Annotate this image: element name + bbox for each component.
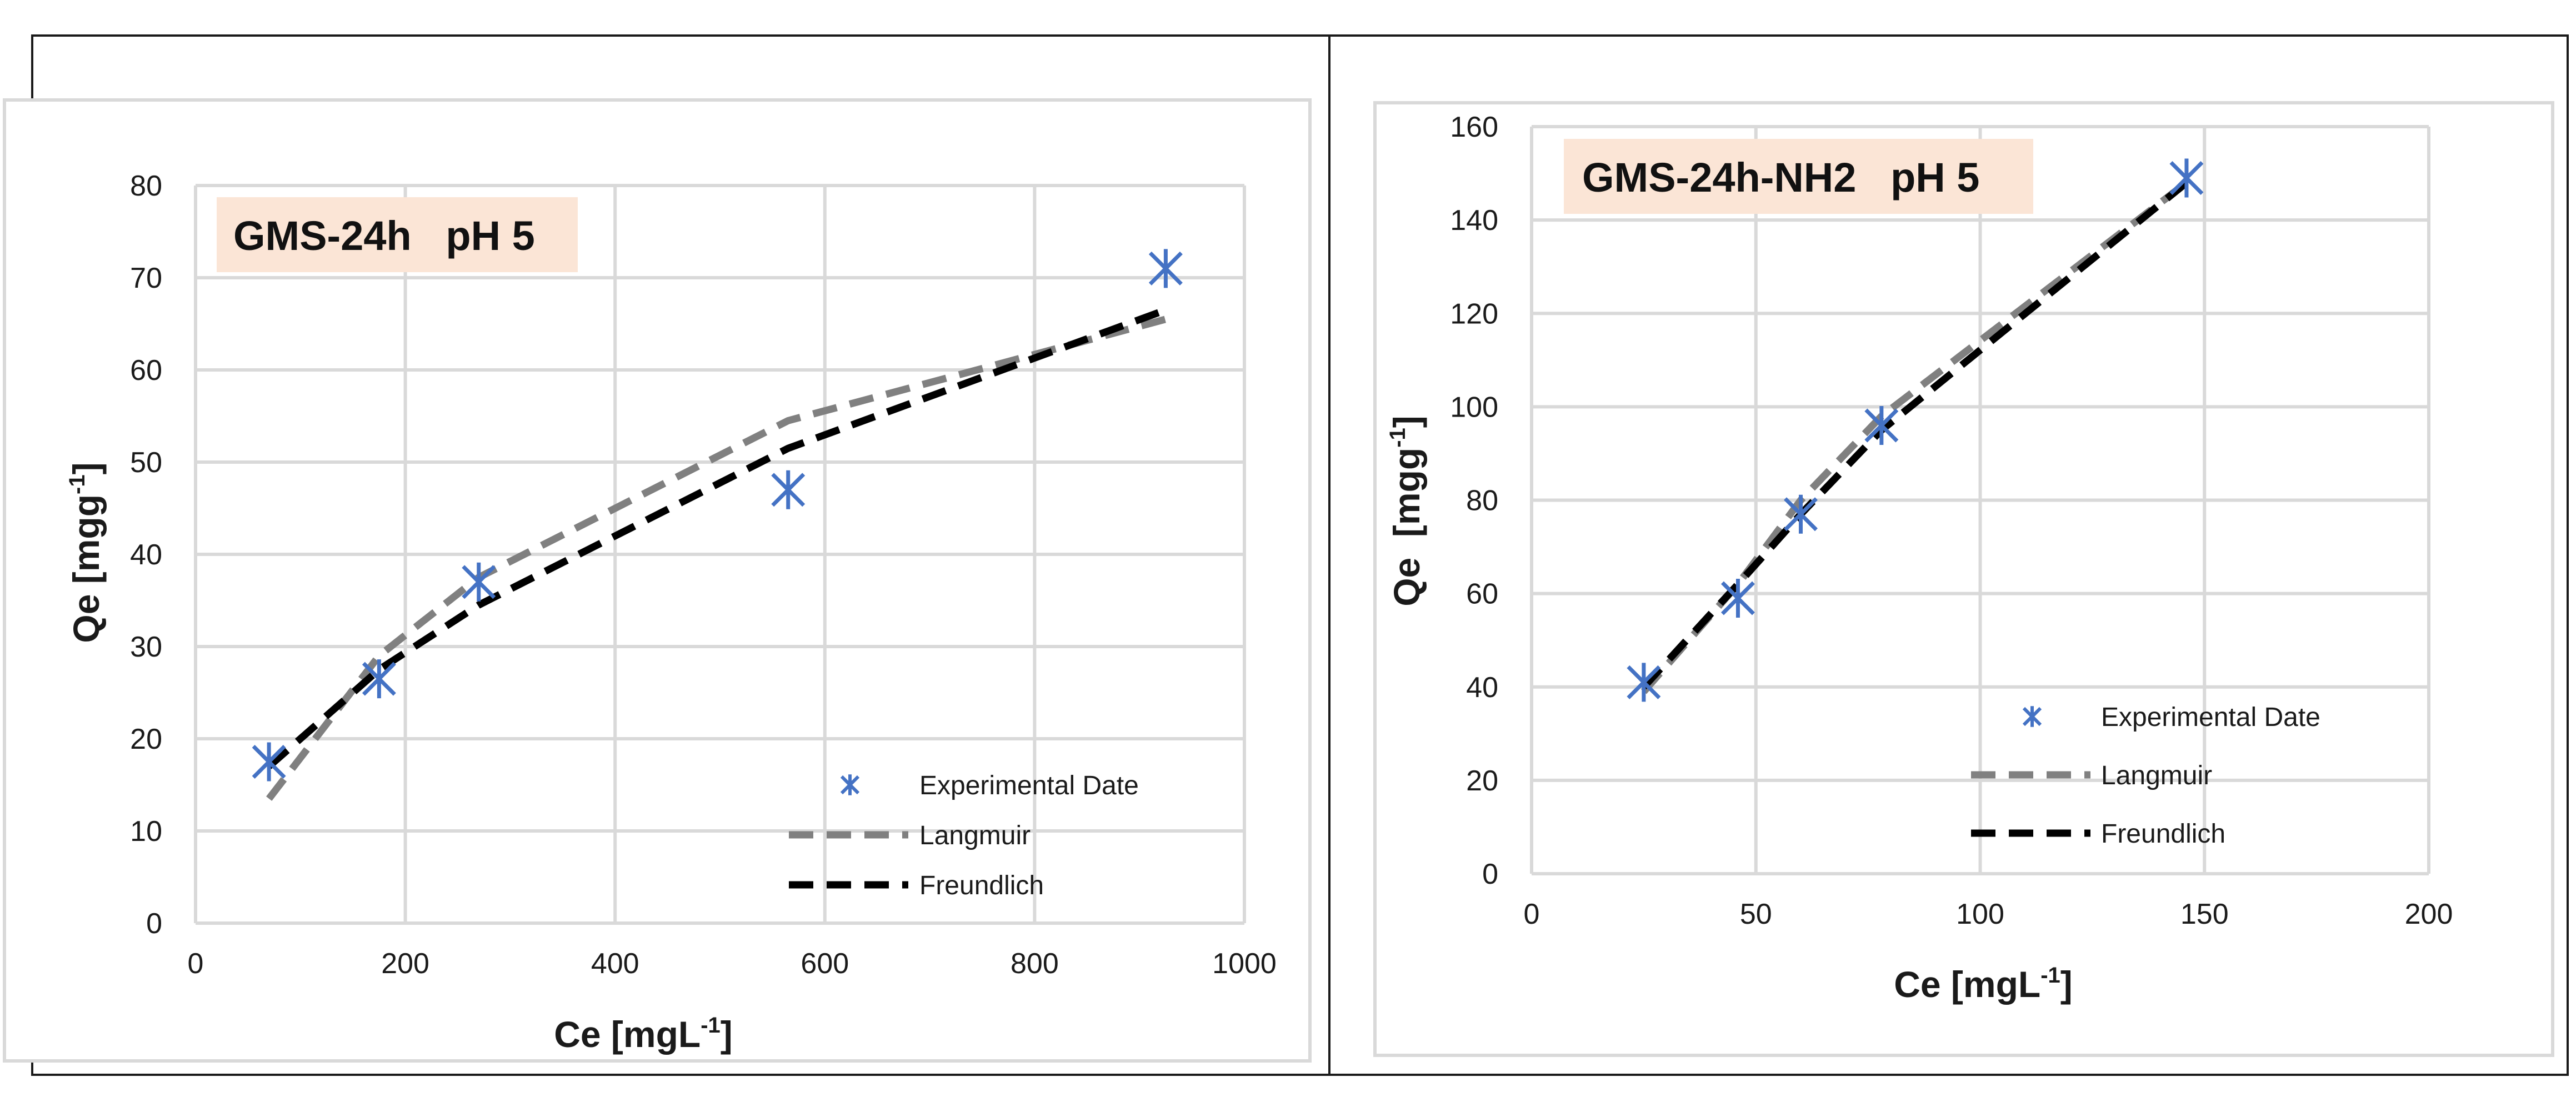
y-axis-title: Qe [mgg-1] [1385,415,1427,607]
x-tick-label: 0 [1524,898,1540,930]
annotation-box: GMS-24h pH 5 [217,197,578,272]
legend-label: Experimental Date [2101,703,2320,732]
x-tick-label: 50 [1740,898,1772,930]
x-tick-label: 150 [2180,898,2229,930]
y-tick-label: 80 [1466,485,1498,517]
y-tick-label: 70 [130,262,162,294]
y-tick-label: 20 [130,723,162,755]
chart-panel-right: 0 20 40 60 80 100 120 140 160 0 50 100 150 200 GMS-24… [1373,101,2554,1057]
x-tick-label: 0 [188,948,204,980]
y-tick-label: 40 [130,539,162,571]
annotation-background [217,197,578,272]
data-point-marker [771,470,806,509]
data-point-marker [252,742,286,782]
x-tick-label: 600 [801,948,849,980]
x-tick-label: 800 [1011,948,1059,980]
y-tick-label: 100 [1450,391,1498,423]
data-point-marker [362,659,396,699]
y-tick-label: 0 [1482,858,1498,890]
legend-label: Freundlich [919,871,1044,900]
grid-lines [194,184,1246,925]
legend-label: Freundlich [2101,819,2225,849]
y-tick-label: 20 [1466,765,1498,797]
series-markers [1627,158,2204,702]
y-tick-label: 80 [130,170,162,202]
legend-label: Experimental Date [919,771,1139,800]
data-point-marker [1784,494,1818,534]
y-tick-label: 140 [1450,204,1498,237]
data-point-marker [1627,663,1661,702]
series-markers [252,249,1183,782]
data-point-marker [1864,406,1899,445]
annotation-label: GMS-24h-NH2 pH 5 [1582,154,1979,201]
x-tick-label: 200 [381,948,429,980]
y-axis-title: Qe [mgg-1] [65,462,107,643]
legend-label: Langmuir [2101,761,2212,790]
x-axis-title: Ce [mgL-1] [554,1013,733,1055]
y-tick-label: 60 [130,354,162,387]
x-axis-title: Ce [mgL-1] [1894,963,2073,1005]
data-point-marker [1720,579,1755,618]
annotation-label: GMS-24h pH 5 [233,213,535,259]
legend-label: Langmuir [919,821,1031,850]
data-point-marker [462,562,496,602]
x-tick-label: 1000 [1212,948,1277,980]
chart-area-border [1373,101,2554,1057]
y-tick-label: 0 [146,908,162,940]
legend: Experimental Date Langmuir Freundlich [789,771,1139,900]
series-line-freundlich [266,306,1167,769]
annotation-background [1564,139,2033,214]
legend-marker-icon [840,774,860,795]
legend: Experimental Date Langmuir Freundlich [1971,703,2320,849]
chart-area-border [3,98,1312,1063]
data-point-marker [1148,249,1183,288]
y-tick-label: 10 [130,815,162,848]
x-tick-label: 400 [591,948,639,980]
y-tick-label: 30 [130,631,162,663]
legend-marker-icon [2022,706,2042,727]
y-tick-label: 60 [1466,578,1498,610]
y-tick-label: 50 [130,447,162,479]
y-tick-label: 120 [1450,298,1498,330]
x-tick-label: 100 [1956,898,2004,930]
y-tick-label: 160 [1450,111,1498,143]
x-tick-label: 200 [2405,898,2453,930]
data-point-marker [2169,158,2204,198]
y-tick-label: 40 [1466,672,1498,704]
tick-labels: 0 20 40 60 80 100 120 140 160 0 50 100 150 200 [1450,111,2453,930]
annotation-box: GMS-24h-NH2 pH 5 [1564,139,2033,214]
grid-lines [1530,125,2430,875]
